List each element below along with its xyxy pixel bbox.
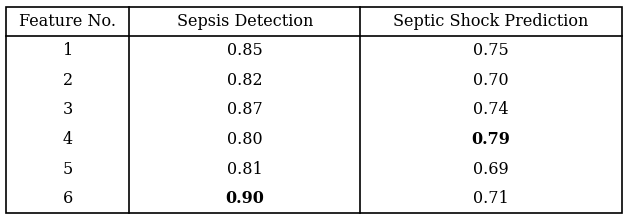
Text: Septic Shock Prediction: Septic Shock Prediction [393, 13, 588, 30]
Text: 4: 4 [63, 131, 73, 148]
Text: 2: 2 [63, 72, 73, 89]
Text: Feature No.: Feature No. [19, 13, 116, 30]
Text: 0.90: 0.90 [225, 190, 264, 207]
Text: 0.74: 0.74 [473, 101, 509, 119]
Text: 0.75: 0.75 [473, 42, 509, 59]
Text: 0.71: 0.71 [473, 190, 509, 207]
Text: 0.69: 0.69 [473, 161, 509, 178]
Text: 0.80: 0.80 [227, 131, 263, 148]
Text: 0.85: 0.85 [227, 42, 263, 59]
Text: 1: 1 [63, 42, 73, 59]
Text: 0.79: 0.79 [472, 131, 511, 148]
Text: Sepsis Detection: Sepsis Detection [176, 13, 313, 30]
Text: 0.70: 0.70 [473, 72, 509, 89]
Text: 0.82: 0.82 [227, 72, 263, 89]
Text: 0.81: 0.81 [227, 161, 263, 178]
Text: 3: 3 [63, 101, 73, 119]
Text: 0.87: 0.87 [227, 101, 263, 119]
Text: 5: 5 [63, 161, 73, 178]
Text: 6: 6 [63, 190, 73, 207]
